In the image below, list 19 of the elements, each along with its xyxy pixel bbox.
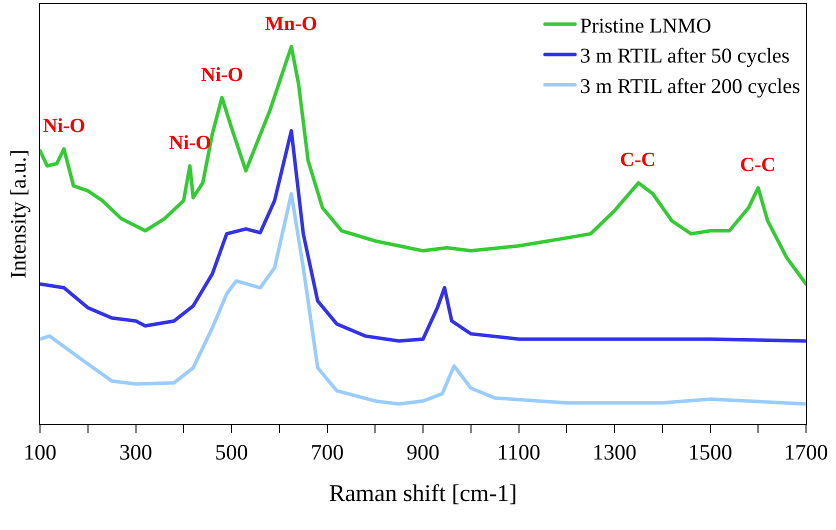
- annotation: Ni-O: [201, 64, 244, 86]
- x-tick-label: 1700: [784, 440, 828, 465]
- annotation: Ni-O: [43, 115, 86, 137]
- x-tick-label: 500: [215, 440, 248, 465]
- x-tick-label: 300: [119, 440, 152, 465]
- legend-label: 3 m RTIL after 200 cycles: [580, 74, 800, 98]
- x-tick-label: 1300: [592, 440, 636, 465]
- x-tick-label: 1100: [497, 440, 540, 465]
- x-tick-label: 900: [406, 440, 440, 465]
- x-tick-label: 1500: [688, 440, 732, 465]
- annotation: C-C: [740, 154, 776, 176]
- x-tick-label: 100: [24, 440, 56, 465]
- annotation: Mn-O: [265, 13, 318, 35]
- y-axis-title: Intensity [a.u.]: [6, 150, 31, 278]
- x-tick-label: 700: [310, 440, 344, 465]
- annotation: C-C: [620, 149, 656, 171]
- x-axis-title: Raman shift [cm-1]: [329, 480, 517, 507]
- legend-label: 3 m RTIL after 50 cycles: [580, 44, 790, 68]
- legend-label: Pristine LNMO: [580, 13, 712, 38]
